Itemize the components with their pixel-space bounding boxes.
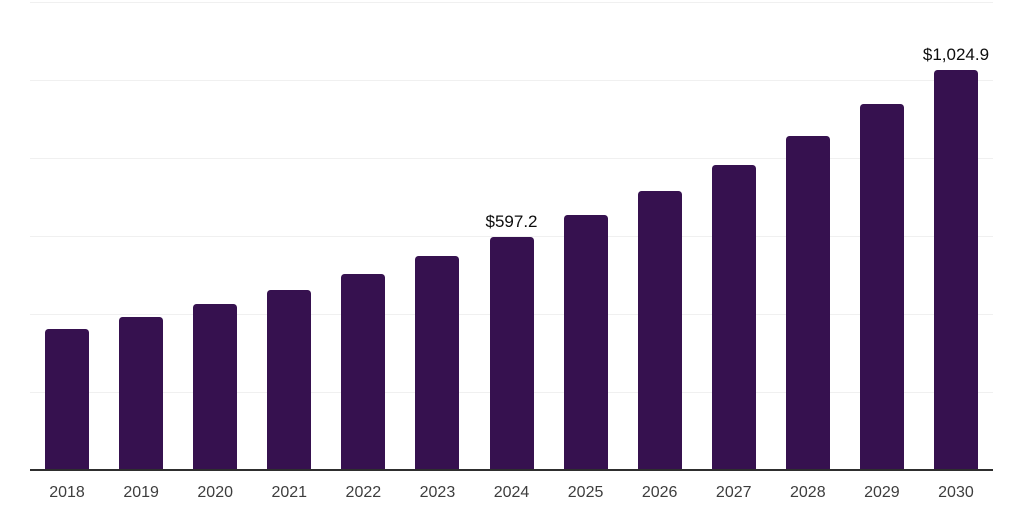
bar-2025: [563, 214, 608, 470]
x-axis-line: [30, 469, 993, 471]
bar-2020: [193, 304, 238, 470]
bar-2026: [637, 190, 682, 470]
x-tick-label-2023: 2023: [419, 484, 456, 501]
bar-2030: [933, 69, 978, 470]
x-tick-label-2026: 2026: [641, 484, 678, 501]
gridline-600: [30, 235, 993, 237]
value-label-2024: $597.2: [485, 211, 538, 231]
bar-2027: [711, 164, 756, 470]
x-tick-label-2030: 2030: [938, 484, 974, 501]
x-tick-label-2025: 2025: [567, 484, 604, 501]
bar-2028: [785, 135, 830, 470]
x-tick-label-2019: 2019: [123, 484, 159, 501]
x-tick-label-2028: 2028: [790, 484, 826, 501]
value-label-2030: $1,024.9: [922, 44, 990, 64]
x-tick-label-2021: 2021: [271, 484, 308, 501]
bar-2018: [45, 328, 90, 470]
x-tick-label-2027: 2027: [715, 484, 752, 501]
bar-2021: [267, 290, 312, 470]
bar-2024: [489, 236, 534, 470]
bar-2019: [119, 316, 164, 470]
x-tick-label-2029: 2029: [864, 484, 900, 501]
gridline-800: [30, 157, 993, 159]
bar-2022: [341, 273, 386, 470]
bar-2023: [415, 255, 460, 470]
x-tick-label-2018: 2018: [49, 484, 85, 501]
x-tick-label-2024: 2024: [493, 484, 530, 501]
gridline-1200: [30, 1, 993, 3]
gridline-1000: [30, 79, 993, 81]
x-tick-label-2022: 2022: [345, 484, 382, 501]
bar-2029: [859, 104, 904, 470]
x-tick-label-2020: 2020: [197, 484, 233, 501]
